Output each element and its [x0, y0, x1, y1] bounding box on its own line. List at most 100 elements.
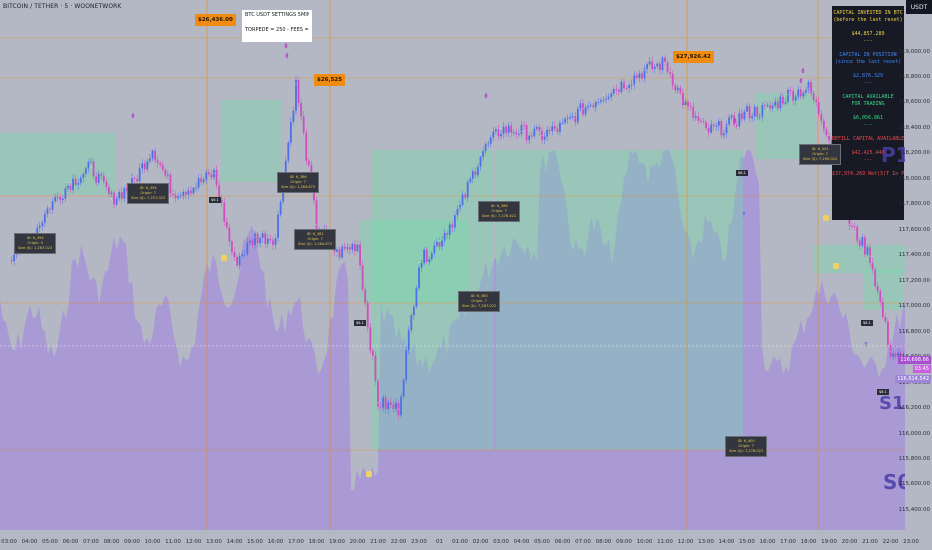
price-axis[interactable]: USDT 119,000.00 118,800.00 118,600.00 118,4… [899, 0, 932, 550]
candle-body [889, 344, 892, 357]
x-tick-label: 11:00 [165, 539, 181, 545]
candle-body [451, 224, 454, 228]
candle-body [392, 404, 395, 410]
x-tick-label: 05:00 [42, 539, 58, 545]
green-zone [496, 150, 743, 450]
candle-body [730, 115, 733, 118]
candle-body [254, 233, 256, 245]
candle-body [151, 150, 154, 159]
candle-body [149, 158, 151, 162]
annotation-size: Size ($): 7,290.022 [803, 157, 838, 161]
candle-body [561, 122, 564, 124]
candle-body [64, 188, 67, 199]
candle-body [146, 161, 149, 170]
annotation-origin: Origin: 7 [140, 191, 156, 195]
candle-body [666, 62, 669, 73]
candle-body [43, 213, 46, 223]
price-box-3: $27,926.42 [673, 51, 714, 63]
candle-body [428, 259, 431, 262]
candle-body [502, 126, 505, 134]
candle-body [38, 226, 41, 228]
candle-body [184, 192, 187, 195]
candle-body [684, 101, 687, 106]
capital-line [832, 66, 904, 73]
candle-body [366, 302, 369, 328]
candle-body [861, 237, 864, 246]
y-tick-label: 118,800.00 [898, 74, 931, 81]
candle-body [136, 178, 139, 182]
candle-body [584, 107, 587, 115]
annotation-origin: Origin: 7 [491, 209, 507, 213]
candle-body [602, 99, 605, 101]
data-point [397, 408, 400, 410]
x-tick-label: 15:00 [247, 539, 263, 545]
capital-line: CAPITAL IN POSITION [839, 52, 897, 58]
candle-body [564, 119, 566, 123]
candle-body [192, 187, 195, 194]
candle-body [822, 120, 825, 130]
candle-body [792, 91, 795, 101]
candle-body [735, 124, 738, 127]
candle-body [436, 241, 438, 246]
candle-body [548, 129, 551, 132]
buy-arrow: ↑ [863, 341, 869, 349]
candle-body [743, 111, 746, 120]
candle-body [592, 105, 595, 107]
capital-line: (before the last reset) [833, 17, 903, 23]
candle-body [215, 169, 218, 186]
candle-body [807, 82, 810, 91]
data-point [889, 351, 892, 353]
candle-body [154, 150, 156, 161]
data-point [295, 83, 297, 85]
candle-body [612, 89, 615, 94]
candle-body [884, 317, 887, 322]
candle-body [113, 192, 115, 205]
candle-body [418, 267, 420, 289]
sell-marker: ⇟ [800, 67, 806, 75]
candle-body [623, 81, 625, 89]
candle-body [125, 188, 128, 191]
candle-body [507, 125, 510, 133]
data-point [233, 262, 236, 264]
candle-body [887, 321, 889, 345]
candle-body [36, 227, 39, 238]
candle-body [492, 131, 495, 138]
candle-body [587, 105, 590, 108]
candle-body [177, 196, 180, 199]
x-tick-label: 09:00 [616, 539, 632, 545]
data-point [828, 134, 830, 136]
candle-body [87, 162, 90, 169]
candle-body [233, 252, 236, 258]
candle-body [266, 238, 269, 244]
x-tick-label: 13:00 [206, 539, 222, 545]
x-tick-label: 23:00 [411, 539, 427, 545]
candle-body [902, 354, 905, 356]
candle-body [705, 122, 707, 129]
capital-line: $6,056.861 [852, 115, 884, 121]
data-point [746, 111, 748, 113]
candle-body [728, 117, 730, 125]
annotation-size: Size ($): 1,264.872 [298, 242, 333, 246]
trade-annotation: ID: 6_394 Origin: 5 Size ($): 1,287.023 [14, 233, 57, 254]
candle-body [377, 380, 379, 407]
candle-body [412, 306, 415, 316]
candle-body [812, 93, 815, 100]
candle-body [90, 161, 92, 163]
candle-body [315, 200, 318, 229]
annotation-size: Size ($): 1,287.023 [18, 246, 53, 250]
data-point [172, 192, 174, 194]
candle-body [67, 185, 69, 189]
time-axis[interactable]: 03:00 04:00 05:00 06:00 07:00 08:00 09:00 10:00… [0, 530, 932, 550]
y-tick-label: 117,400.00 [898, 252, 931, 259]
sell-badge: $6.1 [209, 197, 221, 203]
annotation-id: ID: 6_401 [811, 147, 829, 151]
capital-line: CAPITAL AVAILABLE [842, 94, 894, 100]
candle-body [720, 120, 723, 136]
buy-arrow: ↑ [741, 211, 747, 219]
candle-body [79, 177, 82, 183]
candle-body [694, 116, 697, 118]
candle-body [343, 246, 346, 249]
candle-body [77, 182, 80, 185]
candle-body [717, 120, 720, 126]
